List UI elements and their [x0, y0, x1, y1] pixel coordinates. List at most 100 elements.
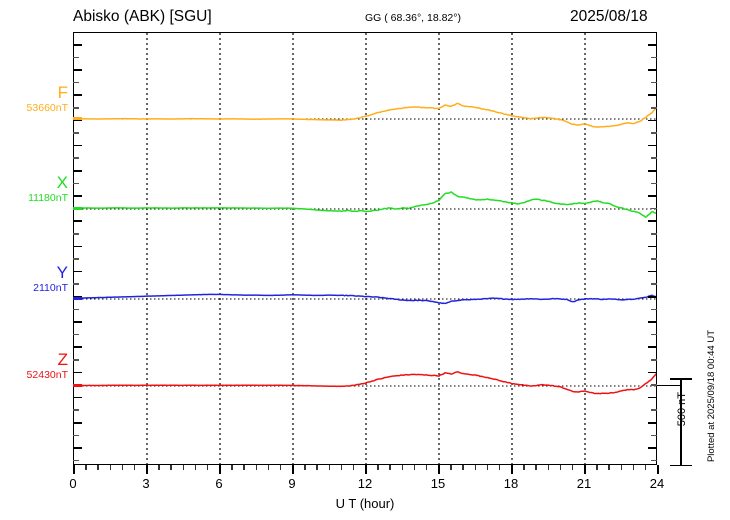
baseline-tick-f: [73, 117, 82, 120]
y-axis-tick: [73, 44, 82, 46]
component-baseline-value: 2110nT: [33, 282, 68, 294]
y-axis-tick-right: [651, 132, 657, 134]
x-axis-tick: [559, 465, 562, 470]
x-axis-tick: [547, 465, 549, 470]
y-axis-tick-right: [651, 459, 657, 462]
y-axis-tick-right: [651, 409, 657, 411]
traces-svg: [74, 33, 656, 464]
y-axis-tick: [73, 459, 79, 462]
x-axis-tick: [450, 465, 452, 470]
component-symbol: F: [57, 83, 68, 102]
plot-area: [74, 33, 656, 464]
y-axis-tick: [73, 371, 82, 374]
x-axis-tick: [486, 465, 489, 470]
x-axis-tick: [182, 465, 184, 470]
x-axis-tick: [121, 465, 124, 470]
x-axis-tick: [413, 465, 416, 470]
y-axis-tick: [73, 308, 79, 311]
y-axis-tick-right: [651, 81, 657, 84]
component-baseline-value: 11180nT: [28, 192, 68, 204]
y-axis-tick: [73, 220, 82, 222]
x-axis-tick: [596, 465, 598, 470]
component-label-y: Y 2110nT: [8, 264, 68, 294]
x-axis-tick: [255, 465, 257, 470]
x-axis-tick: [267, 465, 270, 470]
y-axis-tick-right: [648, 170, 657, 172]
y-axis-tick-right: [651, 207, 657, 210]
x-axis-tick: [632, 465, 635, 470]
y-axis-tick-right: [648, 346, 657, 348]
trace-z: [74, 371, 656, 395]
y-axis-tick: [73, 270, 82, 273]
x-axis-tick: [377, 465, 379, 470]
scale-connector-line: [657, 384, 681, 386]
x-axis-title: U T (hour): [335, 496, 395, 511]
x-axis-tick: [571, 465, 574, 470]
y-axis-tick-right: [651, 283, 657, 285]
y-axis-tick-right: [648, 396, 657, 399]
y-axis-tick: [73, 359, 79, 361]
x-axis-tick: [352, 465, 355, 470]
y-axis-tick: [73, 396, 82, 399]
y-axis-tick: [73, 333, 79, 336]
baseline-tick-y: [73, 297, 82, 300]
x-axis-tick: [584, 465, 586, 474]
y-axis-tick: [73, 107, 79, 109]
geographic-coordinates: GG ( 68.36°, 18.82°): [365, 12, 461, 24]
x-axis-tick: [316, 465, 318, 470]
plot-frame: [73, 32, 657, 465]
y-axis-tick-right: [651, 384, 657, 386]
y-axis-tick-right: [648, 220, 657, 222]
y-axis-tick: [73, 296, 82, 298]
x-axis-tick: [243, 465, 245, 470]
y-axis-tick: [73, 245, 82, 248]
x-axis-tick: [498, 465, 501, 470]
x-axis-tick: [304, 465, 306, 470]
x-axis-tick: [328, 465, 330, 470]
x-axis-tick: [109, 465, 111, 470]
y-axis-tick-right: [648, 296, 657, 298]
y-axis-tick-right: [648, 270, 657, 273]
x-axis-tick: [474, 465, 476, 470]
plotted-at-timestamp: Plotted at 2025/09/18 00:44 UT: [706, 330, 717, 463]
x-axis-tick: [438, 465, 440, 474]
y-axis-tick: [73, 346, 82, 348]
y-axis-tick-right: [651, 182, 657, 185]
component-baseline-value: 53660nT: [26, 102, 68, 114]
y-axis-tick-right: [648, 422, 657, 424]
observation-date: 2025/08/18: [570, 8, 648, 25]
scale-bar-label: 500 nT: [676, 392, 688, 427]
y-axis-tick: [73, 69, 82, 71]
baseline-tick-z: [73, 384, 82, 387]
y-axis-tick-right: [648, 321, 657, 323]
component-symbol: X: [56, 173, 68, 192]
y-axis-tick-right: [648, 119, 657, 122]
x-axis-tick: [620, 465, 622, 470]
y-axis-tick-right: [651, 308, 657, 311]
trace-x: [74, 191, 656, 218]
x-tick-label: 18: [503, 476, 519, 491]
x-tick-label: 12: [357, 476, 373, 491]
y-axis-tick: [73, 283, 79, 285]
x-axis-tick: [279, 465, 282, 470]
y-axis-tick: [73, 321, 82, 323]
x-axis-tick: [523, 465, 525, 470]
scale-bar: [680, 378, 682, 466]
component-label-x: X 11180nT: [8, 174, 68, 204]
y-axis-tick: [73, 94, 82, 96]
x-axis-tick: [194, 465, 197, 470]
baseline-tick-x: [73, 207, 82, 210]
y-axis-tick: [73, 81, 79, 84]
y-axis-tick-right: [648, 195, 657, 197]
y-axis-tick-right: [651, 434, 657, 437]
y-axis-tick: [73, 119, 82, 122]
trace-f: [74, 102, 656, 128]
y-axis-tick-right: [651, 258, 657, 260]
x-axis-tick: [340, 465, 343, 470]
x-tick-label: 3: [142, 476, 150, 491]
y-axis-tick-right: [648, 245, 657, 248]
page-title: Abisko (ABK) [SGU]: [73, 8, 212, 25]
x-axis-tick: [85, 465, 87, 470]
component-symbol: Z: [57, 350, 68, 369]
x-axis-tick: [206, 465, 209, 470]
